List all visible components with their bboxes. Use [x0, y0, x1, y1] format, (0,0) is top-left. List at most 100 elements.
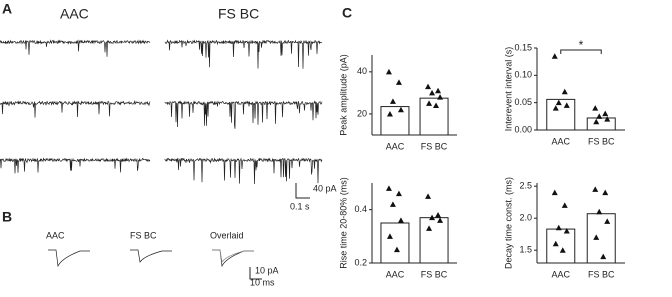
- data-point: [559, 247, 566, 253]
- data-point: [395, 79, 402, 85]
- data-point: [429, 89, 436, 96]
- y-tick-label: 2.0: [519, 213, 532, 223]
- data-point: [600, 253, 607, 260]
- data-point: [425, 193, 432, 199]
- data-point: [385, 68, 392, 75]
- trace-label: AAC: [46, 230, 65, 240]
- raw-trace: [0, 157, 151, 174]
- data-point: [563, 228, 570, 234]
- y-tick-label: 0.05: [514, 97, 532, 107]
- avg-trace: [48, 249, 90, 268]
- data-point: [437, 217, 444, 223]
- data-point: [592, 105, 599, 111]
- data-point: [385, 185, 392, 191]
- bar: [419, 217, 449, 264]
- significance-label: *: [579, 38, 584, 52]
- data-point: [555, 99, 562, 106]
- x-tick-label: FS BC: [421, 141, 448, 151]
- data-point: [602, 110, 609, 117]
- data-point: [604, 218, 611, 224]
- y-tick-label: 0.15: [514, 42, 532, 52]
- bar: [546, 228, 576, 264]
- raw-trace: [0, 100, 151, 118]
- data-point: [604, 116, 611, 122]
- bar: [419, 97, 449, 136]
- y-tick-label: 20: [357, 108, 367, 118]
- y-axis-label: Peak amplitude (pA): [338, 54, 348, 136]
- scale-label: 10 pA: [255, 265, 279, 275]
- avg-trace: [212, 249, 254, 263]
- data-point: [551, 53, 558, 59]
- trace-label: Overlaid: [210, 230, 244, 240]
- scale-bar: [249, 267, 262, 280]
- data-point: [593, 234, 600, 240]
- data-point: [596, 208, 603, 215]
- data-point: [552, 105, 559, 111]
- panel-label: A: [2, 1, 12, 17]
- data-point: [429, 214, 436, 221]
- y-tick-label: 0.4: [354, 204, 367, 214]
- significance-bracket: [560, 49, 602, 54]
- bar: [380, 106, 410, 136]
- bar: [586, 117, 616, 131]
- x-tick-label: AAC: [552, 136, 571, 146]
- data-point: [395, 190, 402, 197]
- panel-label: C: [342, 5, 352, 21]
- data-point: [437, 94, 444, 100]
- y-tick-label: 0.00: [514, 124, 532, 134]
- y-tick-label: 40: [357, 66, 367, 76]
- data-point: [389, 98, 396, 104]
- data-point: [435, 87, 442, 94]
- x-tick-label: FS BC: [421, 269, 448, 279]
- bar: [586, 213, 616, 264]
- data-point: [602, 189, 609, 196]
- y-tick-label: 0.10: [514, 70, 532, 80]
- scale-label: 0.1 s: [290, 201, 310, 211]
- data-point: [555, 224, 562, 231]
- raw-trace: [0, 39, 151, 57]
- scale-label: 10 ms: [250, 277, 275, 287]
- y-tick-label: 2.5: [519, 181, 532, 191]
- raw-trace: [164, 39, 323, 69]
- data-point: [561, 88, 568, 95]
- data-point: [389, 201, 396, 207]
- y-axis-label: Interevent interval (s): [503, 47, 513, 132]
- raw-trace: [164, 100, 323, 129]
- y-tick-label: 0.2: [354, 257, 367, 267]
- trace-title: FS BC: [218, 6, 259, 22]
- trace-label: FS BC: [130, 230, 157, 240]
- y-tick-label: 1.5: [519, 245, 532, 255]
- data-point: [551, 189, 558, 196]
- data-point: [397, 217, 404, 223]
- avg-trace: [130, 249, 172, 263]
- data-point: [435, 212, 442, 218]
- scale-label: 40 pA: [313, 183, 337, 193]
- bar: [546, 98, 576, 131]
- data-point: [386, 110, 393, 117]
- trace-title: AAC: [60, 6, 89, 22]
- x-tick-label: FS BC: [588, 136, 615, 146]
- data-point: [426, 225, 433, 231]
- data-point: [593, 118, 600, 125]
- data-point: [393, 246, 400, 253]
- raw-trace: [164, 157, 323, 185]
- bar: [380, 222, 410, 264]
- x-tick-label: AAC: [386, 269, 405, 279]
- x-tick-label: FS BC: [588, 269, 615, 279]
- x-tick-label: AAC: [552, 269, 571, 279]
- data-point: [596, 113, 603, 119]
- traces: [0, 39, 323, 185]
- data-point: [592, 186, 599, 192]
- data-point: [425, 83, 432, 90]
- y-axis-label: Rise time 20-80% (ms): [338, 177, 348, 269]
- panel-label: B: [2, 209, 12, 225]
- data-point: [552, 240, 559, 247]
- x-tick-label: AAC: [386, 141, 405, 151]
- data-point: [426, 100, 433, 106]
- data-point: [397, 106, 404, 113]
- data-point: [433, 102, 440, 109]
- y-axis-label: Decay time const. (ms): [503, 177, 513, 269]
- scale-bar: [295, 183, 310, 199]
- avg-trace: [212, 249, 254, 268]
